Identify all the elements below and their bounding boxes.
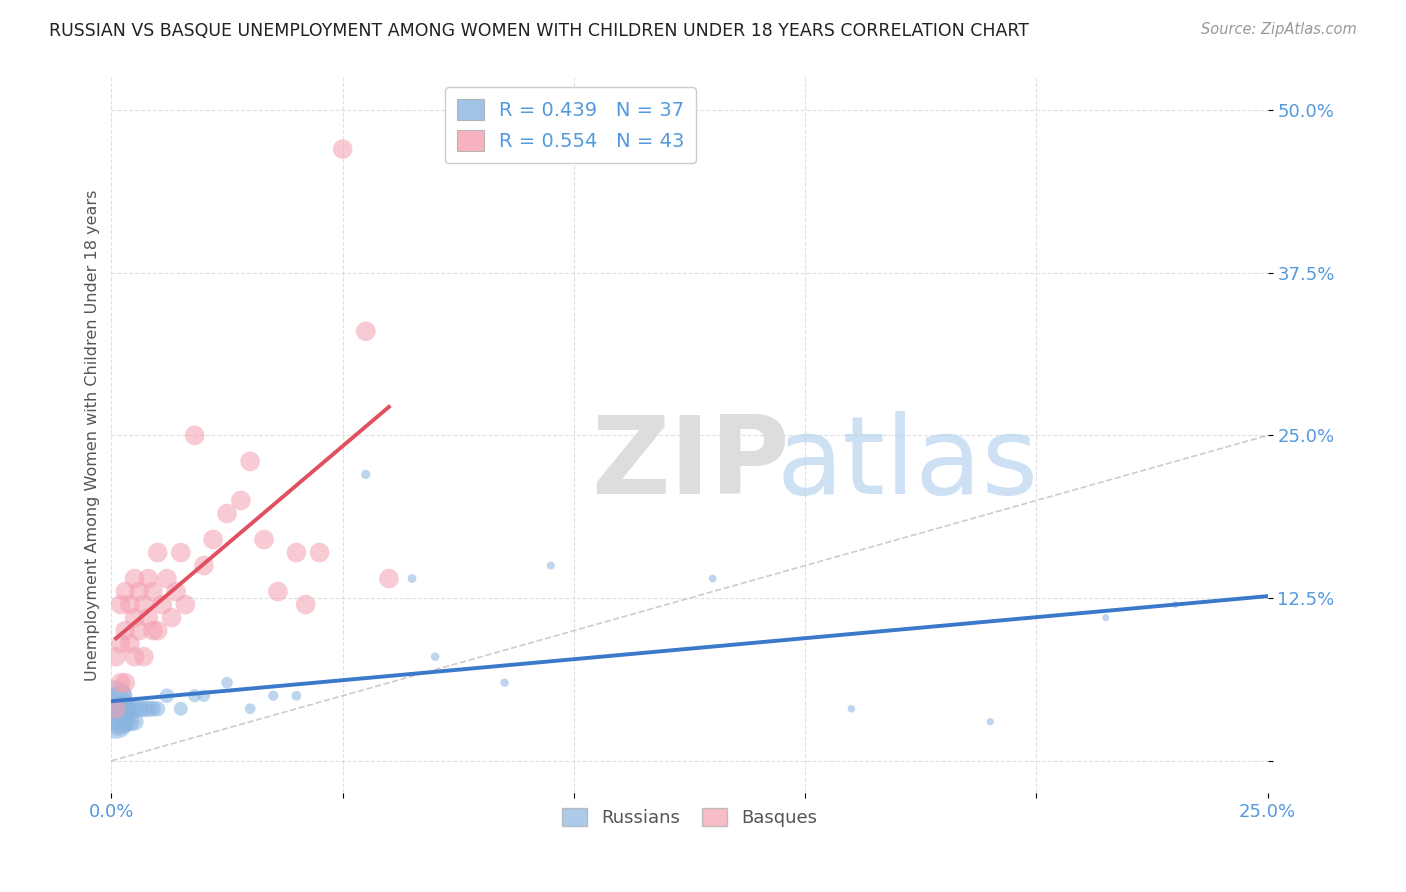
Point xyxy=(138,572,160,586)
Point xyxy=(128,702,150,716)
Point xyxy=(114,714,136,729)
Point xyxy=(183,689,205,703)
Y-axis label: Unemployment Among Women with Children Under 18 years: Unemployment Among Women with Children U… xyxy=(86,190,100,681)
Point xyxy=(105,649,128,664)
Point xyxy=(1094,610,1116,624)
Point xyxy=(285,545,308,559)
Point xyxy=(124,649,146,664)
Point xyxy=(156,689,179,703)
Point xyxy=(114,702,136,716)
Point xyxy=(114,702,136,716)
Point xyxy=(124,572,146,586)
Point xyxy=(332,142,354,156)
Point xyxy=(132,702,155,716)
Point xyxy=(494,675,516,690)
Point xyxy=(124,610,146,624)
Point xyxy=(262,689,284,703)
Point xyxy=(202,533,225,547)
Point xyxy=(138,702,160,716)
Point xyxy=(193,689,215,703)
Point xyxy=(110,637,132,651)
Point xyxy=(114,624,136,638)
Point xyxy=(138,610,160,624)
Point xyxy=(103,702,125,716)
Point xyxy=(110,598,132,612)
Point xyxy=(378,572,401,586)
Point xyxy=(165,584,187,599)
Point xyxy=(193,558,215,573)
Point xyxy=(215,675,238,690)
Point xyxy=(253,533,276,547)
Point xyxy=(229,493,252,508)
Point xyxy=(160,610,183,624)
Point xyxy=(354,467,377,482)
Point xyxy=(142,624,165,638)
Point xyxy=(142,584,165,599)
Text: atlas: atlas xyxy=(776,411,1038,517)
Point xyxy=(124,702,146,716)
Point xyxy=(146,702,169,716)
Point xyxy=(979,714,1001,729)
Point xyxy=(183,428,205,442)
Point xyxy=(110,675,132,690)
Point xyxy=(114,584,136,599)
Point xyxy=(118,702,141,716)
Point xyxy=(105,689,128,703)
Point xyxy=(170,702,193,716)
Point xyxy=(308,545,330,559)
Point xyxy=(354,324,377,338)
Point xyxy=(540,558,562,573)
Point xyxy=(118,714,141,729)
Point xyxy=(128,584,150,599)
Point xyxy=(110,702,132,716)
Point xyxy=(105,702,128,716)
Text: ZIP: ZIP xyxy=(592,411,790,517)
Point xyxy=(114,675,136,690)
Point xyxy=(841,702,863,716)
Point xyxy=(110,714,132,729)
Point xyxy=(150,598,173,612)
Point xyxy=(239,702,262,716)
Point xyxy=(118,637,141,651)
Point xyxy=(146,545,169,559)
Point xyxy=(124,714,146,729)
Point xyxy=(174,598,197,612)
Point xyxy=(294,598,316,612)
Point xyxy=(132,649,155,664)
Point xyxy=(142,702,165,716)
Point xyxy=(146,624,169,638)
Point xyxy=(401,572,423,586)
Point xyxy=(156,572,179,586)
Legend: Russians, Basques: Russians, Basques xyxy=(554,801,825,834)
Point xyxy=(128,624,150,638)
Point xyxy=(118,598,141,612)
Text: Source: ZipAtlas.com: Source: ZipAtlas.com xyxy=(1201,22,1357,37)
Point xyxy=(702,572,724,586)
Point xyxy=(285,689,308,703)
Point xyxy=(107,714,129,729)
Point xyxy=(105,714,128,729)
Point xyxy=(267,584,290,599)
Point xyxy=(239,454,262,468)
Text: RUSSIAN VS BASQUE UNEMPLOYMENT AMONG WOMEN WITH CHILDREN UNDER 18 YEARS CORRELAT: RUSSIAN VS BASQUE UNEMPLOYMENT AMONG WOM… xyxy=(49,22,1029,40)
Point xyxy=(425,649,447,664)
Point xyxy=(132,598,155,612)
Point xyxy=(110,689,132,703)
Point xyxy=(1164,598,1187,612)
Point xyxy=(170,545,193,559)
Point xyxy=(215,507,238,521)
